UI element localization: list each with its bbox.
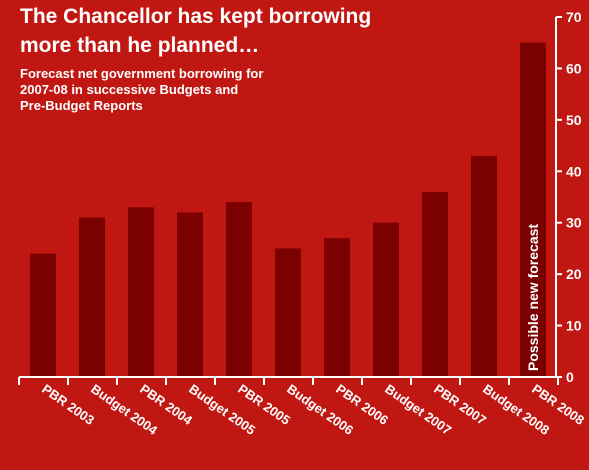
y-tick-label: 50	[566, 112, 582, 128]
bar	[422, 191, 448, 377]
y-tick-label: 60	[566, 60, 582, 76]
y-tick-label: 70	[566, 9, 582, 25]
bar	[520, 42, 546, 377]
bar	[177, 212, 203, 377]
bar	[30, 253, 56, 377]
chart-title-line: The Chancellor has kept borrowing	[20, 5, 372, 28]
axes-group	[18, 16, 562, 385]
y-tick-label: 10	[566, 318, 582, 334]
x-tick-label: PBR 2003	[39, 381, 97, 428]
chart-subtitle-line: Pre-Budget Reports	[20, 98, 143, 113]
chart-subtitle: Forecast net government borrowing for 20…	[20, 66, 360, 114]
bar	[79, 217, 105, 377]
bar	[275, 248, 301, 377]
y-tick-label: 30	[566, 215, 582, 231]
y-tick-label: 20	[566, 266, 582, 282]
bar	[471, 155, 497, 377]
bar	[373, 222, 399, 377]
bar-annotation: Possible new forecast	[525, 224, 541, 371]
bar	[128, 207, 154, 377]
bar	[226, 202, 252, 377]
chart-title-line: more than he planned…	[20, 34, 260, 57]
chart-subtitle-line: 2007-08 in successive Budgets and	[20, 82, 239, 97]
y-tick-label: 40	[566, 163, 582, 179]
y-tick-label: 0	[566, 369, 574, 385]
chart-subtitle-line: Forecast net government borrowing for	[20, 66, 264, 81]
bar	[324, 238, 350, 377]
chart-title: The Chancellor has kept borrowing more t…	[20, 2, 400, 60]
bars-group	[30, 42, 546, 377]
